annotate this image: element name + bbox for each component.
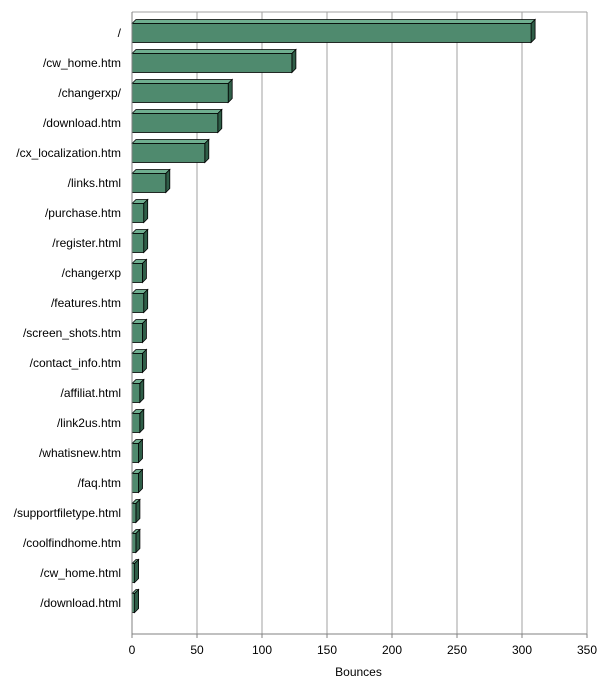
bar <box>131 108 223 134</box>
bar-top-face <box>131 109 223 114</box>
bar <box>131 48 297 74</box>
bar-front-face <box>131 473 139 493</box>
bar <box>131 378 145 404</box>
y-category-label: /faq.htm <box>78 476 121 490</box>
y-category-label: /coolfindhome.htm <box>23 536 121 550</box>
bar-front-face <box>131 263 143 283</box>
bar <box>131 78 234 104</box>
y-category-label: /supportfiletype.html <box>14 506 121 520</box>
bars <box>131 18 537 614</box>
y-category-label: /features.htm <box>51 296 121 310</box>
bar-front-face <box>131 83 229 103</box>
y-category-label: /purchase.htm <box>45 206 121 220</box>
bar-side-face <box>530 18 536 44</box>
x-axis-title: Bounces <box>335 665 382 679</box>
bar-front-face <box>131 533 137 553</box>
bar-side-face <box>141 348 147 374</box>
bar-top-face <box>131 169 171 174</box>
y-category-label: /screen_shots.htm <box>23 326 121 340</box>
y-category-label: /link2us.htm <box>57 416 121 430</box>
bar-top-face <box>131 79 234 84</box>
bar-front-face <box>131 143 206 163</box>
bar-top-face <box>131 19 537 24</box>
bar-side-face <box>134 588 140 614</box>
bar-side-face <box>135 528 141 554</box>
bar-front-face <box>131 53 293 73</box>
bar-front-face <box>131 233 145 253</box>
y-category-label: /contact_info.htm <box>30 356 121 370</box>
y-category-label: /changerxp/ <box>58 86 121 100</box>
bar-top-face <box>131 139 210 144</box>
bar <box>131 438 144 464</box>
x-tick-label: 50 <box>190 643 204 657</box>
bar <box>131 468 144 494</box>
bar <box>131 258 148 284</box>
x-tick-label: 300 <box>512 643 532 657</box>
y-category-label: / <box>118 26 122 40</box>
bar <box>131 408 145 434</box>
bar-side-face <box>139 408 145 434</box>
bar-side-face <box>291 48 297 74</box>
bar-front-face <box>131 203 145 223</box>
bar-side-face <box>141 318 147 344</box>
y-category-label: /download.html <box>40 596 121 610</box>
y-category-label: /download.htm <box>43 116 121 130</box>
bar <box>131 348 148 374</box>
bar <box>131 138 210 164</box>
bar-side-face <box>139 378 145 404</box>
y-category-label: /links.html <box>68 176 121 190</box>
bar-front-face <box>131 443 139 463</box>
bar-front-face <box>131 113 219 133</box>
bar <box>131 558 140 584</box>
bar <box>131 168 171 194</box>
bar <box>131 198 149 224</box>
y-category-label: /changerxp <box>62 266 122 280</box>
bar-front-face <box>131 293 145 313</box>
axes <box>131 12 587 635</box>
gridlines <box>131 11 588 638</box>
x-tick-label: 350 <box>577 643 597 657</box>
bar-front-face <box>131 173 167 193</box>
category-labels: / /cw_home.htm/changerxp/ /download.htm/cx… <box>14 26 122 610</box>
bar-top-face <box>131 49 297 54</box>
bar-side-face <box>135 498 141 524</box>
bar-front-face <box>131 353 143 373</box>
bar-side-face <box>143 288 149 314</box>
bar <box>131 18 537 44</box>
y-category-label: /cw_home.htm <box>43 56 121 70</box>
bar-side-face <box>138 438 143 464</box>
x-tick-label: 0 <box>129 643 136 657</box>
bar-front-face <box>131 413 141 433</box>
bar-side-face <box>204 138 210 164</box>
bar-side-face <box>141 258 147 284</box>
x-tick-label: 250 <box>447 643 467 657</box>
bar-front-face <box>131 323 143 343</box>
x-tick-labels: 0 50 100 150 200 250 300 350 <box>129 643 598 657</box>
bar-side-face <box>165 168 171 194</box>
bar-side-face <box>134 558 140 584</box>
bar-front-face <box>131 23 532 43</box>
bar-side-face <box>217 108 223 134</box>
y-category-label: /affiliat.html <box>61 386 121 400</box>
bar-front-face <box>131 503 137 523</box>
y-category-label: /cw_home.html <box>40 566 121 580</box>
bar <box>131 288 149 314</box>
bar <box>131 318 148 344</box>
bar <box>131 228 149 254</box>
y-category-label: /cx_localization.htm <box>16 146 121 160</box>
bar-side-face <box>227 78 233 104</box>
x-tick-label: 150 <box>317 643 337 657</box>
bar-side-face <box>143 228 149 254</box>
y-category-label: /register.html <box>52 236 121 250</box>
bar <box>131 528 141 554</box>
bar <box>131 588 140 614</box>
bar-side-face <box>143 198 149 224</box>
x-tick-label: 100 <box>252 643 272 657</box>
bar-side-face <box>138 468 143 494</box>
x-tick-label: 200 <box>382 643 402 657</box>
y-category-label: /whatisnew.htm <box>39 446 121 460</box>
bar <box>131 498 141 524</box>
bar-front-face <box>131 383 141 403</box>
